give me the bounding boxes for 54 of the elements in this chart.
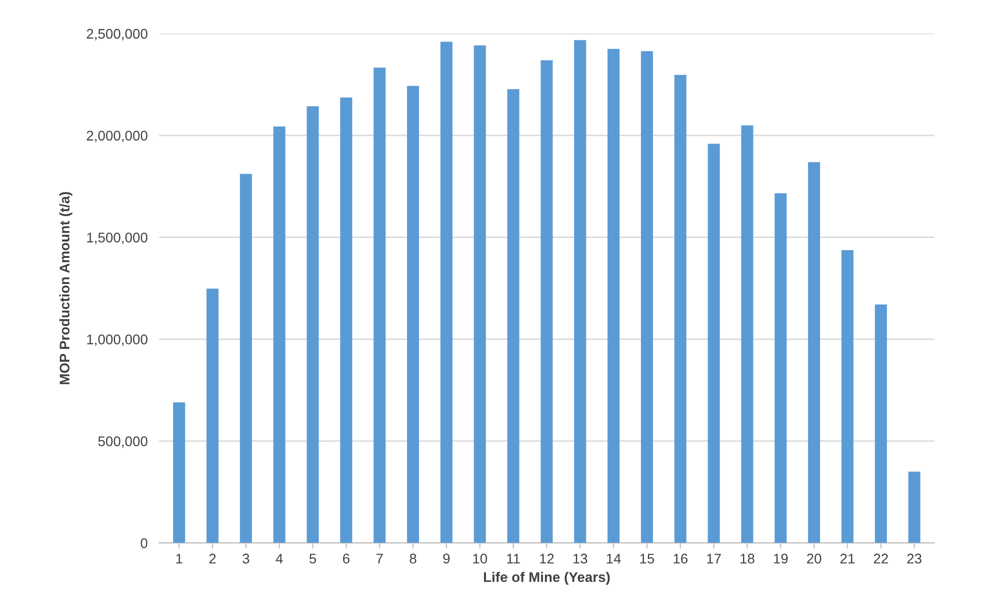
x-tick-label: 15 (640, 554, 654, 564)
bar (173, 402, 186, 543)
bar (540, 60, 553, 543)
bar (574, 40, 586, 543)
y-tick-label: 1,500,000 (87, 232, 148, 244)
bar (674, 74, 686, 543)
x-tick-label: 10 (473, 554, 488, 564)
x-tick-label: 1 (176, 554, 182, 564)
bar (608, 48, 620, 543)
x-tick-label: 5 (309, 554, 316, 564)
x-tick-label: 18 (740, 554, 754, 564)
y-tick-label: 0 (140, 538, 148, 548)
bar (306, 106, 319, 543)
bar (240, 174, 252, 543)
x-tick-label: 22 (874, 554, 888, 564)
x-tick-label: 8 (410, 554, 416, 564)
x-axis-title: Life of Mine (Years) (484, 572, 610, 585)
bar (908, 472, 920, 543)
x-tick-label: 21 (840, 554, 855, 564)
bar (808, 162, 820, 543)
y-axis-title: MOP Production Amount (t/a) (59, 192, 72, 384)
x-tick-label: 11 (507, 554, 520, 564)
x-tick-label: 20 (807, 554, 822, 564)
x-tick-label: 19 (774, 554, 788, 564)
bar (407, 86, 420, 543)
x-tick-label: 14 (606, 554, 621, 564)
x-tick-label: 4 (276, 554, 283, 564)
bar (374, 68, 386, 543)
bar (474, 45, 486, 543)
y-tick-label: 1,000,000 (87, 334, 148, 346)
x-tick-label: 16 (674, 554, 688, 564)
x-tick-label: 3 (242, 554, 250, 564)
bar (507, 89, 520, 543)
bar (741, 125, 754, 543)
x-tick-label: 12 (540, 554, 554, 564)
y-tick-label: 500,000 (98, 436, 148, 448)
x-tick-label: 2 (209, 554, 216, 564)
bar (273, 126, 286, 543)
bar (640, 51, 653, 543)
bar (340, 98, 352, 543)
bar (708, 144, 720, 543)
bar (206, 288, 219, 543)
x-tick-label: 13 (573, 554, 588, 564)
y-tick-label: 2,500,000 (86, 28, 148, 40)
y-tick-label: 2,000,000 (86, 130, 148, 142)
x-tick-label: 7 (376, 554, 383, 564)
bar (841, 250, 854, 543)
x-tick-label: 6 (343, 554, 350, 564)
bar (774, 193, 787, 543)
bar (440, 42, 452, 543)
bar (874, 304, 887, 543)
x-tick-label: 17 (707, 554, 721, 564)
x-tick-label: 23 (907, 554, 922, 564)
x-tick-label: 9 (443, 554, 450, 564)
